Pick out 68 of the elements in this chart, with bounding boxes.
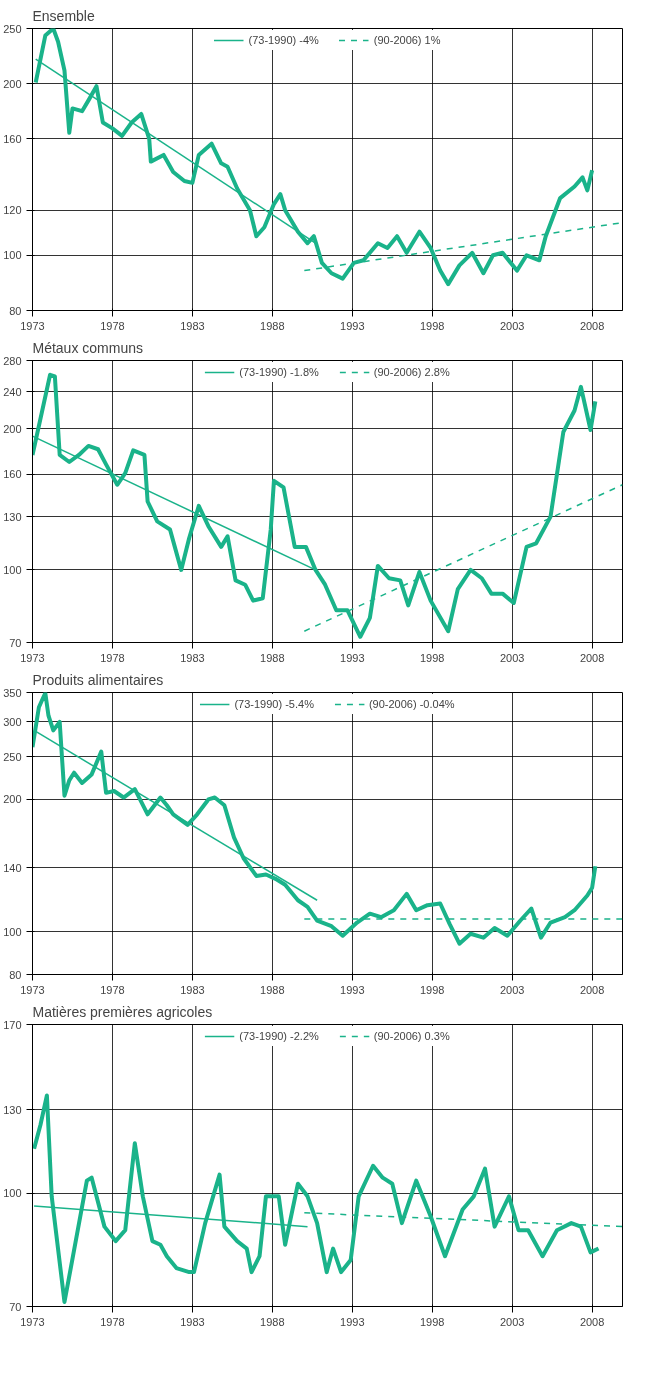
x-tick-label: 2008 <box>579 1315 605 1328</box>
y-tick-label: 200 <box>3 422 22 435</box>
y-tick-label: 120 <box>3 204 22 217</box>
y-tick-label: 200 <box>3 793 22 806</box>
y-tick-label: 300 <box>3 715 22 728</box>
y-tick-label: 350 <box>3 686 22 699</box>
y-tick-label: 250 <box>3 750 22 763</box>
x-tick-label: 1993 <box>340 1315 365 1328</box>
y-tick-label: 70 <box>9 636 22 649</box>
y-tick-label: 130 <box>3 510 22 523</box>
x-tick-label: 2008 <box>579 651 605 664</box>
x-tick-label: 1978 <box>100 983 125 996</box>
x-tick-label: 1988 <box>260 983 285 996</box>
legend-label: (73-1990) -5.4% <box>234 698 314 710</box>
x-tick-label: 1978 <box>100 651 125 664</box>
y-tick-label: 100 <box>3 1187 22 1200</box>
y-tick-label: 170 <box>3 1018 22 1031</box>
y-tick-label: 160 <box>3 468 22 481</box>
x-tick-label: 2003 <box>499 1315 525 1328</box>
x-tick-label: 1983 <box>180 651 205 664</box>
x-tick-label: 1973 <box>20 651 45 664</box>
y-tick-label: 100 <box>3 925 22 938</box>
y-tick-label: 240 <box>3 385 22 398</box>
y-tick-label: 140 <box>3 861 22 874</box>
x-tick-label: 2003 <box>499 651 525 664</box>
x-tick-label: 1993 <box>340 319 365 332</box>
legend-label: (73-1990) -2.2% <box>239 1030 319 1042</box>
y-tick-label: 70 <box>9 1300 22 1313</box>
x-tick-label: 1973 <box>20 1315 45 1328</box>
x-tick-label: 1998 <box>419 1315 445 1328</box>
x-tick-label: 2008 <box>579 983 605 996</box>
x-tick-label: 2003 <box>499 983 525 996</box>
x-tick-label: 1998 <box>419 319 445 332</box>
x-tick-label: 2008 <box>579 319 605 332</box>
y-tick-label: 80 <box>9 968 22 981</box>
x-tick-label: 1988 <box>260 319 285 332</box>
legend-label: (90-2006) -0.04% <box>368 698 455 710</box>
x-tick-label: 1998 <box>419 983 445 996</box>
y-tick-label: 80 <box>9 304 22 317</box>
y-tick-label: 280 <box>3 354 22 367</box>
x-tick-label: 1983 <box>180 983 205 996</box>
y-tick-label: 200 <box>3 77 22 90</box>
y-tick-label: 160 <box>3 132 22 145</box>
y-tick-label: 130 <box>3 1103 22 1116</box>
x-tick-label: 2003 <box>499 319 525 332</box>
x-tick-label: 1993 <box>340 983 365 996</box>
y-tick-label: 100 <box>3 249 22 262</box>
chart-title: Produits alimentaires <box>32 671 164 688</box>
x-tick-label: 1983 <box>180 1315 205 1328</box>
legend-label: (90-2006) 0.3% <box>373 1030 450 1042</box>
x-tick-label: 1993 <box>340 651 365 664</box>
x-tick-label: 1998 <box>419 651 445 664</box>
chart-title: Matières premières agricoles <box>32 1003 213 1020</box>
y-tick-label: 100 <box>3 563 22 576</box>
x-tick-label: 1978 <box>100 1315 125 1328</box>
legend-label: (73-1990) -1.8% <box>239 366 319 378</box>
x-tick-label: 1973 <box>20 319 45 332</box>
x-tick-label: 1978 <box>100 319 125 332</box>
x-tick-label: 1983 <box>180 319 205 332</box>
chart-title: Ensemble <box>32 7 95 24</box>
x-tick-label: 1988 <box>260 1315 285 1328</box>
legend-label: (73-1990) -4% <box>248 34 319 46</box>
legend-label: (90-2006) 2.8% <box>373 366 450 378</box>
x-tick-label: 1988 <box>260 651 285 664</box>
y-tick-label: 250 <box>3 22 22 35</box>
legend-label: (90-2006) 1% <box>373 34 441 46</box>
x-tick-label: 1973 <box>20 983 45 996</box>
chart-title: Métaux communs <box>32 339 143 356</box>
